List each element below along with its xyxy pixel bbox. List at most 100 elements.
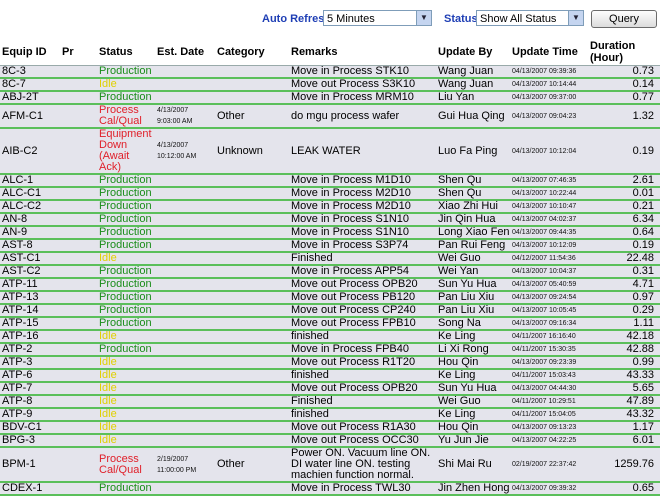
table-row[interactable]: 8C-7 Idle Move out Process S3K10 Wang Juan 0… xyxy=(0,78,660,92)
table-row[interactable]: ATP-7 Idle Move out Process OPB20 Sun Yu Hu… xyxy=(0,382,660,396)
est-date-cell: 2/19/2007 11:00:00 PM xyxy=(155,447,215,483)
remarks-cell: Move in Process M2D10 xyxy=(289,187,436,201)
category-cell xyxy=(215,239,289,253)
est-date-cell xyxy=(155,434,215,448)
est-date-cell xyxy=(155,291,215,305)
table-row[interactable]: ATP-15 Production Move out Process FPB10 So… xyxy=(0,317,660,331)
category-cell xyxy=(215,395,289,409)
update-time-cell: 04/13/2007 09:44:35 xyxy=(510,226,588,240)
table-row[interactable]: BPM-1 Process Cal/Qual 2/19/2007 11:00:00 … xyxy=(0,447,660,483)
table-row[interactable]: ATP-8 Idle Finished Wei Guo 04/11/2007 10:29… xyxy=(0,395,660,409)
est-date-cell xyxy=(155,226,215,240)
header-pr[interactable]: Pr xyxy=(60,39,97,66)
update-by-cell: Wang Juan xyxy=(436,78,510,92)
category-cell xyxy=(215,382,289,396)
duration-cell: 0.73 xyxy=(588,65,660,79)
table-row[interactable]: AN-8 Production Move in Process S1N10 Jin Q… xyxy=(0,213,660,227)
equip-id-cell: 8C-7 xyxy=(0,78,60,92)
equip-id-cell: ABJ-2T xyxy=(0,91,60,105)
status-label: Status: xyxy=(444,13,482,25)
update-by-cell: Shen Qu xyxy=(436,174,510,188)
chevron-down-icon[interactable]: ▼ xyxy=(568,11,583,25)
category-cell xyxy=(215,226,289,240)
equip-id-cell: ATP-9 xyxy=(0,408,60,422)
table-row[interactable]: ATP-13 Production Move out Process PB120 Pa… xyxy=(0,291,660,305)
header-update-by[interactable]: Update By xyxy=(436,39,510,66)
query-button[interactable]: Query xyxy=(591,10,657,28)
category-cell xyxy=(215,252,289,266)
table-row[interactable]: CDEX-1 Production Move in Process TWL30 Jin… xyxy=(0,482,660,496)
auto-refresh-select[interactable]: 5 Minutes ▼ xyxy=(323,10,432,26)
update-time-cell: 04/12/2007 11:54:36 xyxy=(510,252,588,266)
remarks-cell: finished xyxy=(289,330,436,344)
equip-id-cell: ATP-7 xyxy=(0,382,60,396)
table-row[interactable]: ATP-16 Idle finished Ke Ling 04/11/2007 16:1… xyxy=(0,330,660,344)
equip-id-cell: ATP-13 xyxy=(0,291,60,305)
pr-cell xyxy=(60,104,97,129)
table-row[interactable]: AIB-C2 Equipment Down (Await Ack) 4/13/200… xyxy=(0,128,660,175)
category-cell xyxy=(215,78,289,92)
table-row[interactable]: ATP-11 Production Move out Process OPB20 Su… xyxy=(0,278,660,292)
update-time-cell: 04/13/2007 10:04:37 xyxy=(510,265,588,279)
table-row[interactable]: AST-C2 Production Move in Process APP54 Wei… xyxy=(0,265,660,279)
update-time-cell: 04/13/2007 09:16:34 xyxy=(510,317,588,331)
status-cell: Idle xyxy=(97,330,155,344)
pr-cell xyxy=(60,434,97,448)
table-row[interactable]: ATP-9 Idle finished Ke Ling 04/11/2007 15:04… xyxy=(0,408,660,422)
table-row[interactable]: ATP-2 Production Move in Process FPB40 Li X… xyxy=(0,343,660,357)
header-update-time[interactable]: Update Time xyxy=(510,39,588,66)
table-row[interactable]: 8C-3 Production Move in Process STK10 Wang … xyxy=(0,65,660,79)
remarks-cell: finished xyxy=(289,408,436,422)
equip-id-cell: ALC-C1 xyxy=(0,187,60,201)
duration-cell: 0.21 xyxy=(588,200,660,214)
duration-cell: 0.65 xyxy=(588,482,660,496)
table-row[interactable]: ALC-1 Production Move in Process M1D10 Shen… xyxy=(0,174,660,188)
table-row[interactable]: ATP-3 Idle Move out Process R1T20 Hou Qin 04… xyxy=(0,356,660,370)
remarks-cell: finished xyxy=(289,369,436,383)
pr-cell xyxy=(60,213,97,227)
duration-cell: 0.01 xyxy=(588,187,660,201)
pr-cell xyxy=(60,343,97,357)
remarks-cell: Move in Process S3P74 xyxy=(289,239,436,253)
equip-id-cell: AFM-C1 xyxy=(0,104,60,129)
remarks-cell: Finished xyxy=(289,395,436,409)
header-status[interactable]: Status xyxy=(97,39,155,66)
category-cell xyxy=(215,482,289,496)
header-remarks[interactable]: Remarks xyxy=(289,39,436,66)
pr-cell xyxy=(60,128,97,175)
table-row[interactable]: ABJ-2T Production Move in Process MRM10 Liu… xyxy=(0,91,660,105)
pr-cell xyxy=(60,395,97,409)
remarks-cell: Move out Process S3K10 xyxy=(289,78,436,92)
status-cell: Production xyxy=(97,343,155,357)
header-duration[interactable]: Duration (Hour) xyxy=(588,39,660,66)
table-row[interactable]: ALC-C1 Production Move in Process M2D10 She… xyxy=(0,187,660,201)
header-category[interactable]: Category xyxy=(215,39,289,66)
equipment-status-table: Equip ID Pr Status Est. Date Category Re… xyxy=(0,39,660,496)
category-cell xyxy=(215,291,289,305)
header-est-date[interactable]: Est. Date xyxy=(155,39,215,66)
pr-cell xyxy=(60,174,97,188)
table-row[interactable]: AFM-C1 Process Cal/Qual 4/13/2007 9:03:00 … xyxy=(0,104,660,129)
pr-cell xyxy=(60,356,97,370)
status-select[interactable]: Show All Status ▼ xyxy=(476,10,584,26)
est-date-cell xyxy=(155,304,215,318)
remarks-cell: Move in Process MRM10 xyxy=(289,91,436,105)
pr-cell xyxy=(60,304,97,318)
category-cell xyxy=(215,343,289,357)
table-row[interactable]: ATP-6 Idle finished Ke Ling 04/11/2007 15:03… xyxy=(0,369,660,383)
table-row[interactable]: AST-C1 Idle Finished Wei Guo 04/12/2007 11:5… xyxy=(0,252,660,266)
table-row[interactable]: AN-9 Production Move in Process S1N10 Long … xyxy=(0,226,660,240)
remarks-cell: Power ON. Vacuum line ON. DI water line … xyxy=(289,447,436,483)
table-row[interactable]: BDV-C1 Idle Move out Process R1A30 Hou Qin 0… xyxy=(0,421,660,435)
update-time-cell: 04/13/2007 09:37:00 xyxy=(510,91,588,105)
equip-id-cell: AST-8 xyxy=(0,239,60,253)
update-by-cell: Hou Qin xyxy=(436,421,510,435)
chevron-down-icon[interactable]: ▼ xyxy=(416,11,431,25)
header-equip-id[interactable]: Equip ID xyxy=(0,39,60,66)
table-row[interactable]: ALC-C2 Production Move in Process M2D10 Xia… xyxy=(0,200,660,214)
category-cell xyxy=(215,65,289,79)
table-row[interactable]: BPG-3 Idle Move out Process OCC30 Yu Jun Ji… xyxy=(0,434,660,448)
table-row[interactable]: ATP-14 Production Move out Process CP240 Pa… xyxy=(0,304,660,318)
table-row[interactable]: AST-8 Production Move in Process S3P74 Pan … xyxy=(0,239,660,253)
equip-id-cell: AST-C1 xyxy=(0,252,60,266)
